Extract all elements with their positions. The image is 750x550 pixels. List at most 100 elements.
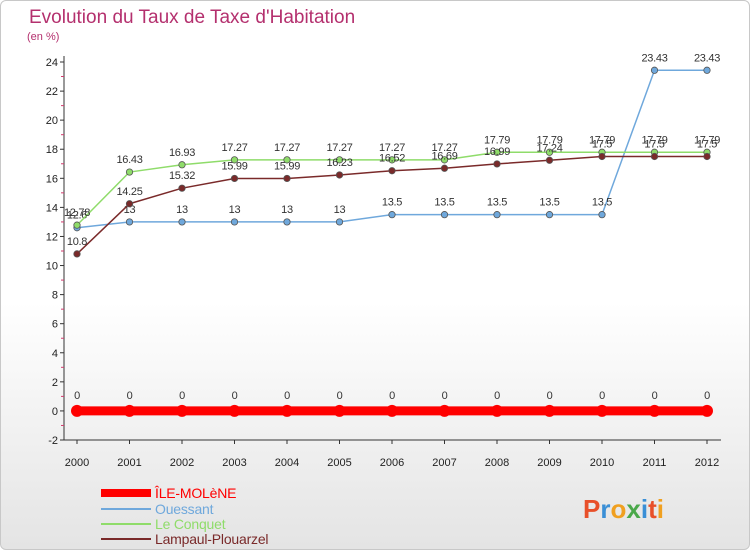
y-tick-label: 10	[46, 261, 58, 273]
data-label: 0	[337, 390, 343, 402]
data-label: 15.99	[221, 160, 247, 172]
data-label: 16.99	[484, 146, 510, 158]
data-label: 16.69	[431, 150, 457, 162]
data-label: 17.79	[536, 134, 562, 146]
data-label: 0	[494, 390, 500, 402]
logo-letter: P	[583, 494, 600, 524]
data-label: 13.5	[487, 197, 507, 209]
data-point	[703, 152, 711, 161]
data-point	[493, 160, 501, 168]
data-point	[440, 211, 449, 219]
data-label: 0	[442, 390, 448, 402]
data-point	[125, 168, 134, 176]
data-point	[440, 156, 449, 164]
data-label: 0	[127, 390, 133, 402]
data-point	[388, 156, 396, 164]
data-label: 0	[74, 390, 80, 402]
data-label: 17.5	[592, 139, 612, 151]
data-point	[545, 211, 554, 219]
x-tick-label: 2007	[432, 457, 456, 469]
data-point	[283, 218, 291, 226]
data-label: 17.27	[431, 142, 457, 154]
data-label: 10.8	[67, 236, 87, 248]
data-point	[178, 184, 186, 192]
y-tick-label: -2	[48, 435, 58, 447]
data-point	[228, 404, 241, 417]
x-tick-label: 2008	[485, 457, 509, 469]
data-label: 23.43	[694, 52, 720, 64]
data-point	[335, 156, 344, 164]
data-label: 17.5	[697, 139, 717, 151]
data-point	[281, 404, 293, 417]
data-point	[596, 404, 608, 417]
y-tick-label: 8	[52, 290, 58, 302]
data-point	[125, 218, 134, 226]
series--le-mol-ne: 0 0 0 0 0 0 0 0 0 0 0 0 0	[71, 390, 713, 417]
data-label: 17.79	[589, 134, 615, 146]
y-tick-label: 2	[52, 377, 58, 389]
x-tick-label: 2002	[170, 457, 194, 469]
data-label: 17.27	[326, 142, 352, 154]
logo-letter: t	[648, 494, 657, 524]
y-tick-label: 16	[46, 173, 58, 185]
logo-letter: r	[600, 494, 610, 524]
data-label: 17.24	[536, 142, 562, 154]
data-point	[440, 164, 449, 172]
y-tick-label: 6	[52, 319, 58, 331]
data-point	[178, 218, 186, 226]
y-tick-label: 24	[46, 57, 58, 69]
data-point	[388, 211, 396, 219]
data-point	[545, 148, 554, 156]
x-tick-label: 2004	[275, 457, 299, 469]
data-point	[493, 211, 501, 219]
logo-letter: i	[657, 494, 664, 524]
data-point	[123, 404, 136, 417]
legend-label: Ouessant	[155, 501, 214, 517]
data-point	[283, 174, 291, 183]
data-label: 12.78	[64, 207, 90, 219]
y-tick-label: 20	[46, 115, 58, 127]
data-label: 16.43	[116, 154, 142, 166]
logo-letter: i	[641, 494, 648, 524]
logo-text: Proxiti	[583, 494, 664, 524]
data-label: 16.23	[326, 157, 352, 169]
data-point	[176, 404, 188, 417]
proxiti-logo: Proxiti	[583, 494, 664, 524]
legend-label: Le Conquet	[155, 516, 226, 532]
x-tick-label: 2010	[590, 457, 614, 469]
y-tick-label: 4	[52, 348, 58, 360]
y-tick-label: 18	[46, 144, 58, 156]
data-label: 0	[599, 390, 605, 402]
data-point	[73, 221, 81, 229]
data-label: 17.27	[274, 142, 300, 154]
data-point	[178, 161, 186, 169]
data-label: 13	[229, 204, 241, 216]
data-point	[598, 152, 606, 161]
chart-subtitle: (en %)	[27, 31, 60, 43]
data-label: 17.5	[644, 139, 664, 151]
data-label: 0	[232, 390, 238, 402]
data-point	[333, 404, 346, 417]
data-point	[543, 404, 556, 417]
data-point	[230, 218, 239, 226]
data-label: 17.79	[641, 134, 667, 146]
data-label: 13	[334, 204, 346, 216]
legend-label: Lampaul-Plouarzel	[155, 531, 268, 547]
data-label: 17.79	[694, 134, 720, 146]
data-point	[230, 156, 239, 164]
data-point	[386, 404, 398, 417]
data-label: 13.5	[592, 197, 612, 209]
x-tick-label: 2012	[695, 457, 719, 469]
data-label: 17.27	[379, 142, 405, 154]
data-label: 16.93	[169, 147, 195, 159]
data-point	[283, 156, 291, 164]
data-point	[650, 152, 659, 161]
data-label: 15.99	[274, 160, 300, 172]
x-tick-label: 2009	[537, 457, 561, 469]
data-label: 0	[389, 390, 395, 402]
